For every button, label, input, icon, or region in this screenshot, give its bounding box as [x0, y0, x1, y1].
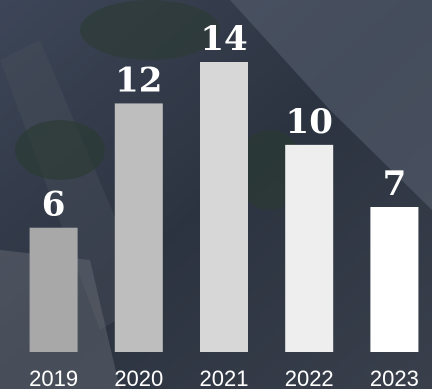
- value-label: 12: [115, 60, 162, 100]
- x-tick-label: 2020: [114, 366, 163, 389]
- value-label: 6: [42, 185, 66, 225]
- x-tick-label: 2019: [29, 366, 78, 389]
- value-label: 14: [200, 19, 247, 59]
- value-label: 10: [286, 102, 333, 142]
- bar: [29, 227, 78, 352]
- value-label: 7: [383, 164, 407, 204]
- bar: [200, 62, 248, 352]
- x-tick-label: 2023: [370, 366, 419, 389]
- bar: [114, 103, 163, 352]
- bar: [370, 207, 419, 352]
- x-tick-label: 2021: [200, 366, 249, 389]
- bar: [285, 144, 334, 352]
- x-tick-label: 2022: [285, 366, 334, 389]
